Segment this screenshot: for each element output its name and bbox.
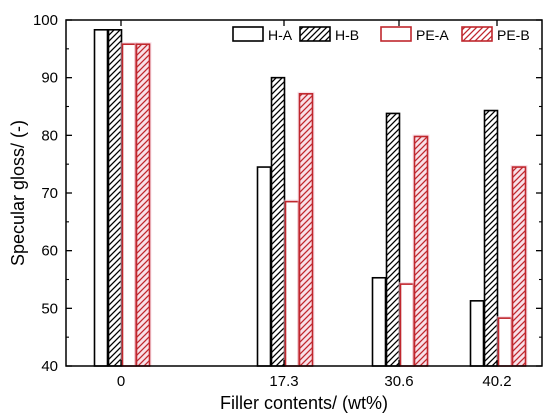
legend-label: PE-B bbox=[497, 27, 530, 43]
bar-pe-b-1 bbox=[297, 91, 315, 367]
y-tick-label: 70 bbox=[41, 185, 58, 202]
bar-h-b-3 bbox=[483, 109, 499, 367]
bar-pe-b-0 bbox=[134, 42, 152, 367]
bar-h-b-1 bbox=[270, 76, 286, 367]
legend-item-h-a: H-A bbox=[232, 26, 293, 43]
bar-h-b-2 bbox=[385, 112, 401, 367]
axes-layer: 40 50 60 70 80 90 100 0 17.3 30.6 40.2 bbox=[33, 12, 543, 390]
y-tick-label: 90 bbox=[41, 70, 58, 87]
bar-pe-a-3 bbox=[496, 316, 514, 367]
bar-h-a-0 bbox=[93, 29, 109, 367]
legend: H-A H-B PE-A PE-B bbox=[232, 26, 530, 43]
legend-label: PE-A bbox=[416, 27, 449, 43]
y-tick-label: 60 bbox=[41, 243, 58, 260]
legend-swatch bbox=[232, 26, 264, 42]
bar-h-a-2 bbox=[371, 276, 387, 367]
x-tick-label: 0 bbox=[117, 373, 125, 390]
legend-label: H-B bbox=[335, 27, 359, 43]
x-tick-label: 40.2 bbox=[482, 373, 511, 390]
legend-item-h-b: H-B bbox=[299, 26, 359, 43]
x-tick-label: 17.3 bbox=[269, 373, 298, 390]
y-axis-title: Specular gloss/ (-) bbox=[8, 120, 28, 266]
x-tick-label: 30.6 bbox=[384, 373, 413, 390]
bar-pe-b-3 bbox=[510, 165, 528, 367]
y-tick-label: 50 bbox=[41, 300, 58, 317]
y-tick-label: 80 bbox=[41, 127, 58, 144]
legend-swatch bbox=[299, 26, 331, 42]
bar-h-a-3 bbox=[469, 300, 485, 367]
bar-h-b-0 bbox=[107, 29, 123, 367]
legend-label: H-A bbox=[268, 27, 293, 43]
bar-pe-b-2 bbox=[412, 134, 430, 367]
bars-layer bbox=[93, 29, 528, 367]
legend-swatch bbox=[380, 26, 412, 42]
y-tick-label: 100 bbox=[33, 12, 58, 29]
legend-swatch bbox=[461, 26, 493, 42]
legend-item-pe-a: PE-A bbox=[380, 26, 449, 43]
y-tick-label: 40 bbox=[41, 358, 58, 375]
bar-h-a-1 bbox=[256, 166, 272, 367]
x-axis-title: Filler contents/ (wt%) bbox=[220, 393, 388, 413]
legend-item-pe-b: PE-B bbox=[461, 26, 530, 43]
